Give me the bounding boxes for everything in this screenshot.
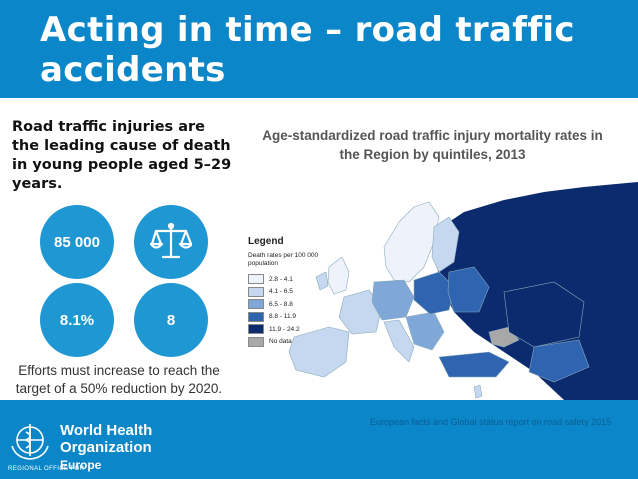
stat-circle-scales: [134, 205, 208, 279]
title-banner: Acting in time – road traffic accidents: [0, 0, 638, 98]
legend-item: 2.8 - 4.1: [248, 273, 336, 286]
intro-text: Road traffic injuries are the leading ca…: [12, 119, 232, 192]
footer-bar: [0, 400, 638, 479]
legend-item: 6.5 - 8.8: [248, 298, 336, 311]
regional-office-label: REGIONAL OFFICE FOR: [8, 466, 85, 472]
legend-label: No data: [269, 338, 292, 346]
legend-swatch: [248, 336, 264, 347]
legend-label: 6.5 - 8.8: [269, 300, 293, 308]
legend-item: 8.8 - 11.9: [248, 311, 336, 324]
who-line-1: World Health: [60, 422, 153, 439]
legend-item: No data: [248, 336, 336, 349]
legend-label: 11.9 - 24.2: [269, 325, 300, 333]
map-title: Age-standardized road traffic injury mor…: [262, 128, 603, 162]
source-note: European facts and Global status report …: [370, 417, 612, 427]
map-legend: Legend Death rates per 100 000 populatio…: [248, 236, 336, 348]
choropleth-map: [288, 182, 638, 400]
who-line-2: Organization: [60, 439, 152, 456]
stat-circle-deaths: 85 000: [40, 205, 114, 279]
target-note: Efforts must increase to reach the targe…: [15, 363, 223, 396]
legend-swatch: [248, 311, 264, 322]
legend-swatch: [248, 274, 264, 285]
legend-item: 4.1 - 6.5: [248, 286, 336, 299]
legend-swatch: [248, 324, 264, 335]
legend-subtitle: Death rates per 100 000 population: [248, 252, 319, 267]
legend-swatch: [248, 286, 264, 297]
stat-circle-count: 8: [134, 283, 208, 357]
slide-title: Acting in time – road traffic accidents: [40, 10, 575, 90]
who-emblem-icon: [11, 424, 49, 460]
stat-circle-percent: 8.1%: [40, 283, 114, 357]
europe-map: [234, 172, 638, 400]
legend-label: 8.8 - 11.9: [269, 313, 296, 321]
who-name: World Health Organization: [60, 422, 152, 456]
legend-swatch: [248, 299, 264, 310]
europe-label: Europe: [60, 458, 102, 472]
legend-label: 4.1 - 6.5: [269, 288, 293, 296]
legend-label: 2.8 - 4.1: [269, 275, 293, 283]
legend-title: Legend: [248, 236, 284, 247]
legend-item: 11.9 - 24.2: [248, 323, 336, 336]
scales-icon: [150, 222, 192, 259]
